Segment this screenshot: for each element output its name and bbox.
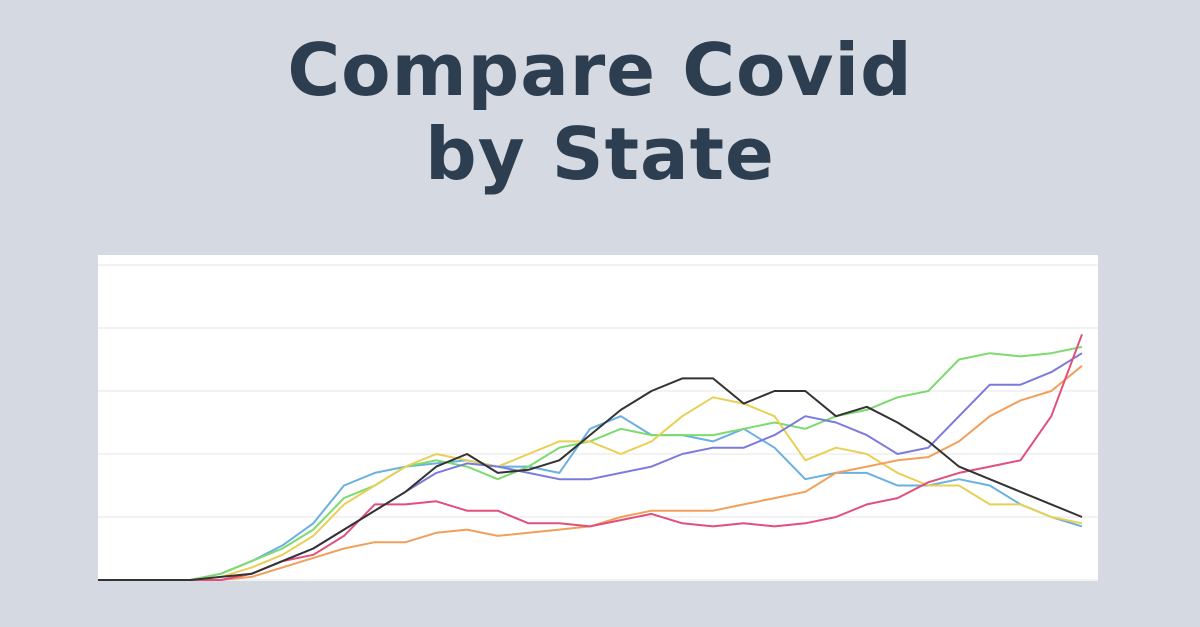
title: Compare Covid by State bbox=[287, 28, 913, 196]
chart-background bbox=[98, 255, 1098, 581]
series-line bbox=[98, 377, 1083, 581]
chart bbox=[98, 255, 1098, 581]
series-line bbox=[98, 396, 1083, 581]
